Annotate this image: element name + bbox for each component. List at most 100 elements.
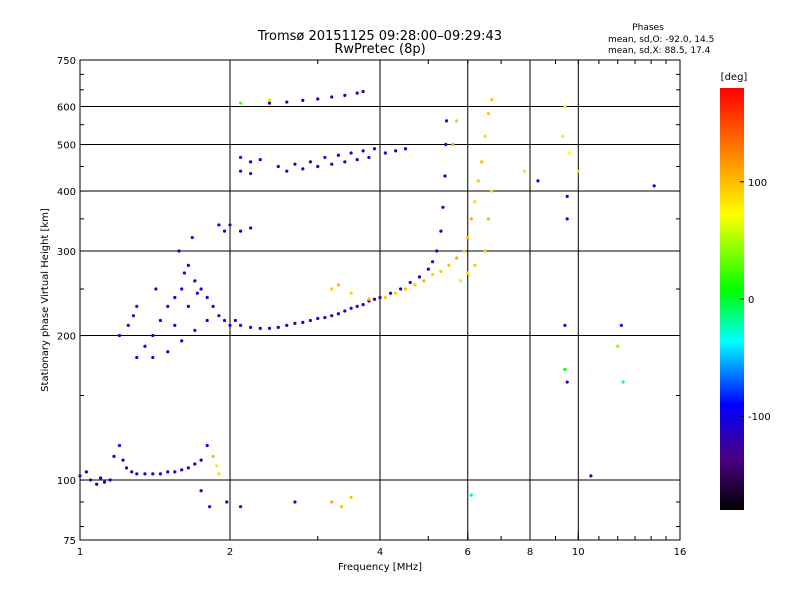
colorbar-tick-label: -100: [748, 412, 771, 423]
scatter-point: [336, 153, 340, 157]
scatter-point: [444, 119, 449, 123]
scatter-point: [84, 470, 88, 474]
scatter-point: [117, 333, 122, 338]
scatter-point: [143, 344, 147, 348]
scatter-point: [117, 443, 122, 448]
scatter-point: [443, 174, 447, 178]
scatter-point: [361, 302, 365, 307]
chart-title-line2: RwPretec (8p): [334, 42, 425, 57]
scatter-point: [536, 179, 540, 183]
scatter-point: [285, 169, 289, 173]
x-tick-label: 4: [377, 547, 383, 558]
scatter-point: [430, 260, 435, 264]
scatter-point: [486, 111, 490, 116]
scatter-point: [565, 194, 569, 198]
scatter-point: [336, 312, 340, 316]
scatter-point: [403, 287, 408, 291]
scatter-point: [399, 287, 403, 291]
chart-title-line1: Tromsø 20151125 09:28:00–09:29:43: [257, 29, 502, 44]
scatter-point: [383, 295, 387, 300]
scatter-point: [217, 223, 221, 227]
scatter-point: [158, 472, 163, 476]
scatter-point: [173, 323, 177, 327]
y-tick-label: 200: [57, 332, 76, 343]
scatter-point: [563, 367, 567, 372]
scatter-point: [186, 304, 190, 309]
scatter-point: [408, 280, 412, 285]
scatter-point: [455, 256, 459, 260]
y-tick-label: 400: [57, 187, 76, 198]
scatter-point: [276, 325, 280, 329]
scatter-point: [619, 323, 623, 327]
scatter-point: [426, 267, 430, 271]
scatter-point: [480, 160, 484, 164]
scatter-point: [238, 169, 243, 173]
scatter-point: [394, 291, 398, 295]
scatter-point: [447, 263, 451, 267]
phase-info-o: mean, sd,O: -92.0, 14.5: [608, 35, 714, 45]
scatter-point: [316, 97, 320, 101]
scatter-point: [238, 323, 243, 327]
scatter-point: [355, 91, 359, 95]
scatter-point: [102, 480, 107, 484]
scatter-point: [576, 169, 580, 173]
scatter-point: [285, 323, 289, 327]
scatter-point: [222, 318, 227, 323]
scatter-point: [207, 505, 212, 509]
scatter-point: [186, 466, 190, 470]
scatter-point: [361, 89, 365, 94]
scatter-point: [417, 275, 422, 279]
scatter-point: [131, 314, 136, 318]
scatter-point: [166, 470, 170, 474]
scatter-point: [238, 101, 243, 105]
scatter-point: [560, 134, 565, 138]
scatter-point: [652, 184, 656, 188]
scatter-point: [383, 151, 387, 155]
scatter-point: [388, 291, 393, 295]
scatter-point: [88, 478, 93, 482]
scatter-point: [205, 295, 209, 300]
phase-info-x: mean, sd,X: 88.5, 17.4: [608, 46, 711, 56]
scatter-point: [451, 142, 455, 147]
scatter-point: [308, 160, 313, 164]
colorbar-ticks: 100 0 -100: [740, 178, 771, 423]
scatter-point: [180, 339, 184, 343]
x-axis-label: Frequency [MHz]: [338, 562, 422, 573]
scatter-point: [589, 474, 593, 478]
scatter-point: [199, 458, 203, 462]
scatter-point: [190, 235, 194, 240]
scatter-point: [323, 155, 327, 160]
scatter-point: [330, 162, 334, 166]
scatter-point: [193, 279, 197, 283]
scatter-point: [413, 283, 417, 287]
scatter-point: [621, 380, 625, 384]
scatter-point: [349, 291, 353, 295]
scatter-point: [95, 482, 99, 486]
scatter-point: [565, 217, 569, 221]
scatter-point: [238, 155, 243, 160]
scatter-point: [455, 119, 459, 123]
scatter-point: [258, 158, 262, 162]
scatter-point: [483, 249, 487, 253]
scatter-point: [469, 217, 473, 221]
scatter-point: [330, 95, 334, 99]
scatter-point: [135, 355, 139, 360]
scatter-point: [217, 314, 221, 318]
scatter-point: [340, 505, 344, 509]
y-tick-label: 75: [63, 536, 76, 547]
scatter-point: [199, 287, 203, 291]
scatter-point: [567, 151, 572, 155]
scatter-point: [372, 297, 377, 301]
scatter-point: [267, 326, 272, 330]
scatter-point: [180, 468, 184, 472]
scatter-point: [563, 323, 567, 327]
y-tick-label: 100: [57, 476, 76, 487]
x-tick-label: 2: [227, 547, 233, 558]
scatter-point: [323, 315, 327, 320]
scatter-point: [343, 93, 347, 97]
scatter-point: [565, 380, 569, 384]
scatter-point: [180, 287, 184, 291]
scatter-point: [301, 98, 305, 102]
scatter-point: [249, 226, 253, 230]
scatter-point: [439, 269, 443, 274]
